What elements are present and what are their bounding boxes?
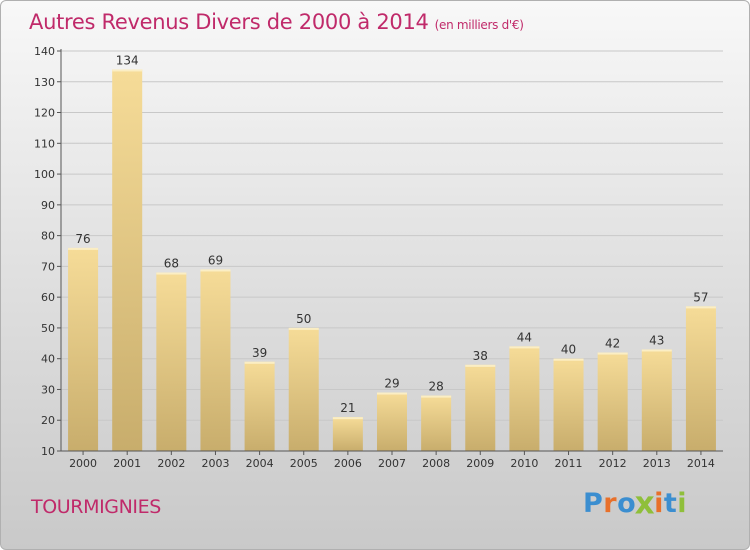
bar-2012	[597, 352, 628, 451]
bar-top-edge	[465, 364, 496, 367]
value-label-2001: 134	[116, 53, 139, 67]
bar-top-edge	[553, 358, 584, 361]
x-tick-label-2014: 2014	[687, 457, 715, 470]
bar-top-edge	[685, 306, 716, 309]
x-tick-label-2005: 2005	[290, 457, 318, 470]
x-tick-label-2013: 2013	[643, 457, 671, 470]
value-label-2002: 68	[164, 257, 179, 271]
x-tick-label-2001: 2001	[113, 457, 141, 470]
bar-2003	[200, 269, 231, 451]
bar-2002	[156, 272, 187, 451]
x-tick-label-2010: 2010	[510, 457, 538, 470]
y-tick-label: 100	[34, 168, 55, 181]
y-tick-label: 110	[34, 137, 55, 150]
bar-2009	[465, 364, 496, 451]
y-tick-label: 130	[34, 76, 55, 89]
proxiti-logo: Proxiti	[583, 485, 688, 522]
bars	[68, 69, 716, 451]
value-label-2011: 40	[561, 343, 576, 357]
bar-2011	[553, 358, 584, 451]
logo-letter: t	[663, 488, 678, 519]
value-label-2007: 29	[384, 377, 399, 391]
bar-top-edge	[421, 395, 452, 398]
x-tick-label-2004: 2004	[246, 457, 274, 470]
bar-2013	[641, 349, 672, 451]
logo-letter: i	[677, 488, 688, 519]
y-tick-label: 50	[41, 322, 55, 335]
value-label-2003: 69	[208, 253, 223, 267]
bar-top-edge	[332, 417, 363, 420]
y-tick-label: 70	[41, 260, 55, 273]
bar-top-edge	[112, 69, 143, 72]
bar-top-edge	[200, 269, 231, 272]
bar-top-edge	[509, 346, 540, 349]
labels: 10 20 30 40 50 60 70 80 90 100 110 120 130 140 76 2000 1…	[34, 45, 715, 470]
bar-top-edge	[68, 247, 99, 250]
value-label-2009: 38	[473, 349, 488, 363]
x-tick-label-2003: 2003	[201, 457, 229, 470]
bar-2005	[288, 327, 319, 451]
x-tick-label-2000: 2000	[69, 457, 97, 470]
value-label-2005: 50	[296, 312, 311, 326]
value-label-2014: 57	[693, 290, 708, 304]
value-label-2013: 43	[649, 333, 664, 347]
y-tick-label: 120	[34, 107, 55, 120]
y-tick-label: 30	[41, 383, 55, 396]
bar-top-edge	[597, 352, 628, 355]
logo-letter: i	[654, 488, 664, 519]
axes	[57, 49, 723, 455]
bar-top-edge	[244, 361, 275, 364]
commune-name: TOURMIGNIES	[31, 496, 161, 518]
x-tick-label-2007: 2007	[378, 457, 406, 470]
logo-letter: P	[583, 488, 604, 519]
title-text: Autres Revenus Divers de 2000 à 2014	[29, 10, 429, 34]
bar-2010	[509, 346, 540, 451]
logo-letter: r	[603, 488, 618, 519]
value-label-2012: 42	[605, 337, 620, 351]
x-tick-label-2011: 2011	[555, 457, 583, 470]
x-tick-label-2012: 2012	[599, 457, 627, 470]
bar-2014	[685, 306, 716, 451]
x-tick-label-2002: 2002	[157, 457, 185, 470]
y-tick-label: 20	[41, 414, 55, 427]
y-tick-label: 40	[41, 353, 55, 366]
bar-top-edge	[376, 392, 408, 395]
value-label-2008: 28	[428, 380, 443, 394]
title-unit: (en milliers d'€)	[434, 18, 524, 32]
x-tick-label-2009: 2009	[466, 457, 494, 470]
bar-top-edge	[156, 272, 187, 275]
bar-2007	[376, 392, 408, 451]
value-label-2000: 76	[75, 232, 90, 246]
bar-2001	[112, 69, 143, 451]
y-tick-label: 60	[41, 291, 55, 304]
value-label-2010: 44	[517, 330, 532, 344]
value-label-2004: 39	[252, 346, 267, 360]
bar-top-edge	[641, 349, 672, 352]
chart-title: Autres Revenus Divers de 2000 à 2014 (en …	[29, 10, 524, 34]
logo-letter: x	[634, 485, 656, 522]
y-tick-label: 90	[41, 199, 55, 212]
value-label-2006: 21	[340, 401, 355, 415]
bar-top-edge	[288, 327, 319, 330]
y-tick-label: 80	[41, 230, 55, 243]
x-tick-label-2008: 2008	[422, 457, 450, 470]
bar-2004	[244, 361, 275, 451]
bar-2008	[421, 395, 452, 451]
bar-2000	[68, 247, 99, 451]
logo-letter: o	[617, 488, 637, 519]
x-tick-label-2006: 2006	[334, 457, 362, 470]
y-tick-label: 10	[41, 445, 55, 458]
bar-2006	[332, 417, 363, 451]
y-tick-label: 140	[34, 45, 55, 58]
